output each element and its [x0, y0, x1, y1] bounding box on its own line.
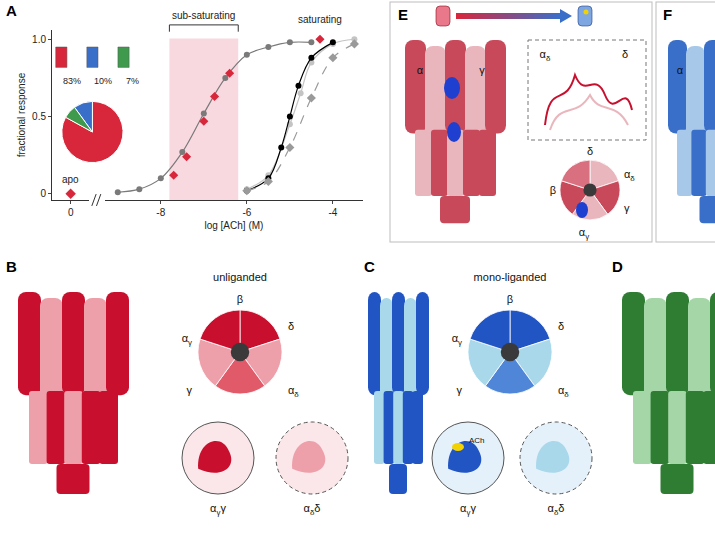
- svg-text:αδ: αδ: [288, 384, 299, 399]
- svg-text:0: 0: [68, 207, 74, 218]
- svg-text:αγγ: αγγ: [210, 502, 226, 517]
- svg-text:A: A: [6, 2, 17, 19]
- svg-text:α: α: [417, 64, 424, 76]
- svg-text:αδδ: αδδ: [304, 502, 321, 517]
- svg-text:δ: δ: [558, 320, 564, 332]
- svg-text:γ: γ: [187, 384, 193, 396]
- svg-text:δ: δ: [622, 48, 628, 60]
- svg-text:saturating: saturating: [298, 14, 342, 25]
- svg-text:D: D: [612, 258, 623, 275]
- svg-text:F: F: [663, 6, 672, 23]
- svg-text:7%: 7%: [126, 76, 139, 86]
- svg-text:αδ: αδ: [624, 168, 635, 183]
- svg-text:log [ACh] (M): log [ACh] (M): [204, 220, 263, 231]
- svg-text:δ: δ: [288, 320, 294, 332]
- svg-text:αδ: αδ: [540, 48, 551, 63]
- svg-text:γ: γ: [479, 64, 485, 76]
- svg-text:1.0: 1.0: [32, 34, 46, 45]
- svg-text:10%: 10%: [94, 76, 112, 86]
- svg-text:E: E: [398, 6, 408, 23]
- svg-text:αδ: αδ: [558, 384, 569, 399]
- svg-text:αγ: αγ: [452, 332, 462, 347]
- svg-text:β: β: [550, 184, 556, 196]
- svg-text:sub-saturating: sub-saturating: [172, 10, 235, 21]
- svg-text:0.5: 0.5: [32, 111, 46, 122]
- svg-text:αγγ: αγγ: [460, 502, 476, 517]
- svg-text:αγ: αγ: [182, 332, 192, 347]
- svg-text:mono-liganded: mono-liganded: [474, 271, 547, 283]
- svg-text:β: β: [507, 293, 513, 305]
- svg-text:γ: γ: [624, 202, 630, 214]
- svg-text:83%: 83%: [63, 76, 81, 86]
- svg-text:-8: -8: [156, 207, 165, 218]
- svg-text:fractional response: fractional response: [16, 72, 27, 157]
- svg-text:γ: γ: [457, 384, 463, 396]
- svg-text:-4: -4: [328, 207, 337, 218]
- svg-text:δ: δ: [587, 145, 593, 157]
- svg-text:C: C: [364, 258, 375, 275]
- svg-text:α: α: [677, 64, 684, 76]
- svg-text:B: B: [6, 258, 17, 275]
- svg-text:apo: apo: [62, 174, 79, 185]
- svg-text:ACh: ACh: [469, 436, 485, 445]
- svg-text:αγ: αγ: [579, 226, 589, 241]
- svg-text:β: β: [237, 293, 243, 305]
- svg-text:αδδ: αδδ: [548, 502, 565, 517]
- svg-text:0: 0: [40, 188, 46, 199]
- svg-text:-6: -6: [242, 207, 251, 218]
- svg-text:unliganded: unliganded: [213, 271, 267, 283]
